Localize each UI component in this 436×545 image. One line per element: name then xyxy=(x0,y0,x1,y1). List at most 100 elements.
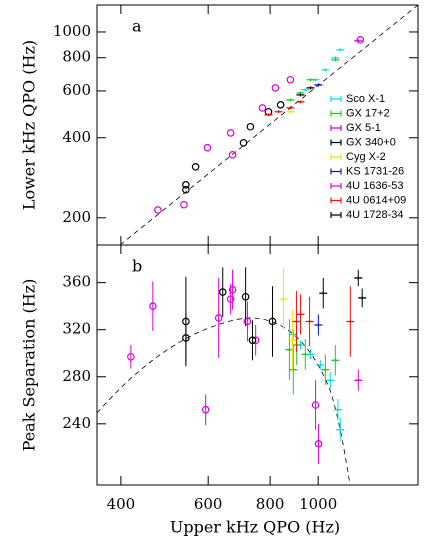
point xyxy=(296,93,305,97)
point xyxy=(246,122,255,131)
y-tick-label: 200 xyxy=(62,208,91,226)
point xyxy=(306,78,315,82)
point xyxy=(214,314,223,322)
point xyxy=(331,358,340,362)
legend-label: 4U 1728-34 xyxy=(346,209,404,221)
point xyxy=(243,317,252,326)
y-tick-label: 600 xyxy=(62,81,91,99)
point xyxy=(346,319,355,323)
legend-label: KS 1731-26 xyxy=(346,165,404,177)
legend-label: 4U 0614+09 xyxy=(346,194,406,206)
point xyxy=(239,138,248,147)
point xyxy=(296,100,305,104)
point xyxy=(201,405,210,414)
point xyxy=(356,36,365,44)
point xyxy=(191,163,200,171)
y-tick-label: 360 xyxy=(62,273,91,291)
legend-label: 4U 1636-53 xyxy=(346,180,404,192)
point xyxy=(182,181,190,189)
point xyxy=(321,368,330,372)
point xyxy=(286,106,295,110)
legend-label: GX 340+0 xyxy=(346,136,396,148)
y-tick-label: 800 xyxy=(62,48,91,66)
point xyxy=(358,296,367,300)
point xyxy=(182,185,190,194)
point xyxy=(228,151,237,159)
point xyxy=(226,129,235,137)
x-tick-label: 1000 xyxy=(299,495,337,513)
point xyxy=(268,317,277,326)
point xyxy=(228,285,237,294)
y-tick-label: 280 xyxy=(62,367,91,385)
legend-swatch xyxy=(330,197,342,204)
point xyxy=(226,295,235,303)
x-axis-label: Upper kHz QPO (Hz) xyxy=(170,518,340,537)
y-tick-label: 400 xyxy=(62,128,91,146)
point xyxy=(248,336,257,345)
point xyxy=(333,408,342,412)
panel-label: b xyxy=(132,257,142,276)
point xyxy=(180,200,188,209)
point xyxy=(286,110,295,114)
x-tick-label: 600 xyxy=(194,495,223,513)
point xyxy=(305,319,314,323)
point xyxy=(127,352,135,361)
y-axis-label: Peak Separation (Hz) xyxy=(20,279,39,452)
point xyxy=(279,297,288,301)
point xyxy=(336,48,345,52)
point xyxy=(149,302,157,310)
point xyxy=(241,292,250,301)
point xyxy=(311,401,320,409)
point xyxy=(314,83,323,87)
point xyxy=(354,276,363,280)
model-line xyxy=(119,4,419,246)
point xyxy=(292,319,301,323)
legend-swatch xyxy=(330,139,342,146)
point xyxy=(218,288,227,296)
model-curve xyxy=(96,317,351,486)
point xyxy=(286,75,295,84)
point xyxy=(301,352,310,356)
y-tick-label: 320 xyxy=(62,320,91,338)
y-tick-label: 240 xyxy=(62,414,91,432)
point xyxy=(314,323,323,327)
point xyxy=(301,88,310,92)
point xyxy=(296,312,305,316)
legend-swatch xyxy=(330,168,342,175)
point xyxy=(271,84,280,92)
point xyxy=(306,86,315,90)
point xyxy=(316,363,325,367)
legend-label: GX 17+2 xyxy=(346,107,390,119)
legend-swatch xyxy=(330,212,342,218)
legend-label: Cyg X-2 xyxy=(346,151,386,163)
panel-label: a xyxy=(132,17,142,36)
legend-swatch xyxy=(330,125,342,131)
legend-label: Sco X-1 xyxy=(346,93,385,105)
x-tick-label: 800 xyxy=(256,495,285,513)
point xyxy=(354,378,363,382)
point xyxy=(154,206,162,214)
legend-swatch xyxy=(330,96,342,102)
legend-label: GX 5-1 xyxy=(346,122,381,134)
point xyxy=(264,113,273,117)
point xyxy=(354,39,363,43)
y-tick-label: 1000 xyxy=(53,22,91,40)
point xyxy=(276,101,285,109)
point xyxy=(326,378,335,382)
point xyxy=(314,440,323,448)
point xyxy=(203,143,212,152)
legend-swatch xyxy=(330,183,342,189)
point xyxy=(258,104,267,112)
x-tick-label: 400 xyxy=(107,495,136,513)
point xyxy=(286,98,295,102)
y-axis-label: Lower kHz QPO (Hz) xyxy=(20,40,39,210)
point xyxy=(319,291,328,295)
point xyxy=(336,428,345,432)
point xyxy=(288,338,297,342)
point xyxy=(274,110,283,114)
legend-swatch xyxy=(330,154,342,160)
point xyxy=(331,58,340,62)
point xyxy=(289,368,298,372)
legend-swatch xyxy=(330,110,342,117)
